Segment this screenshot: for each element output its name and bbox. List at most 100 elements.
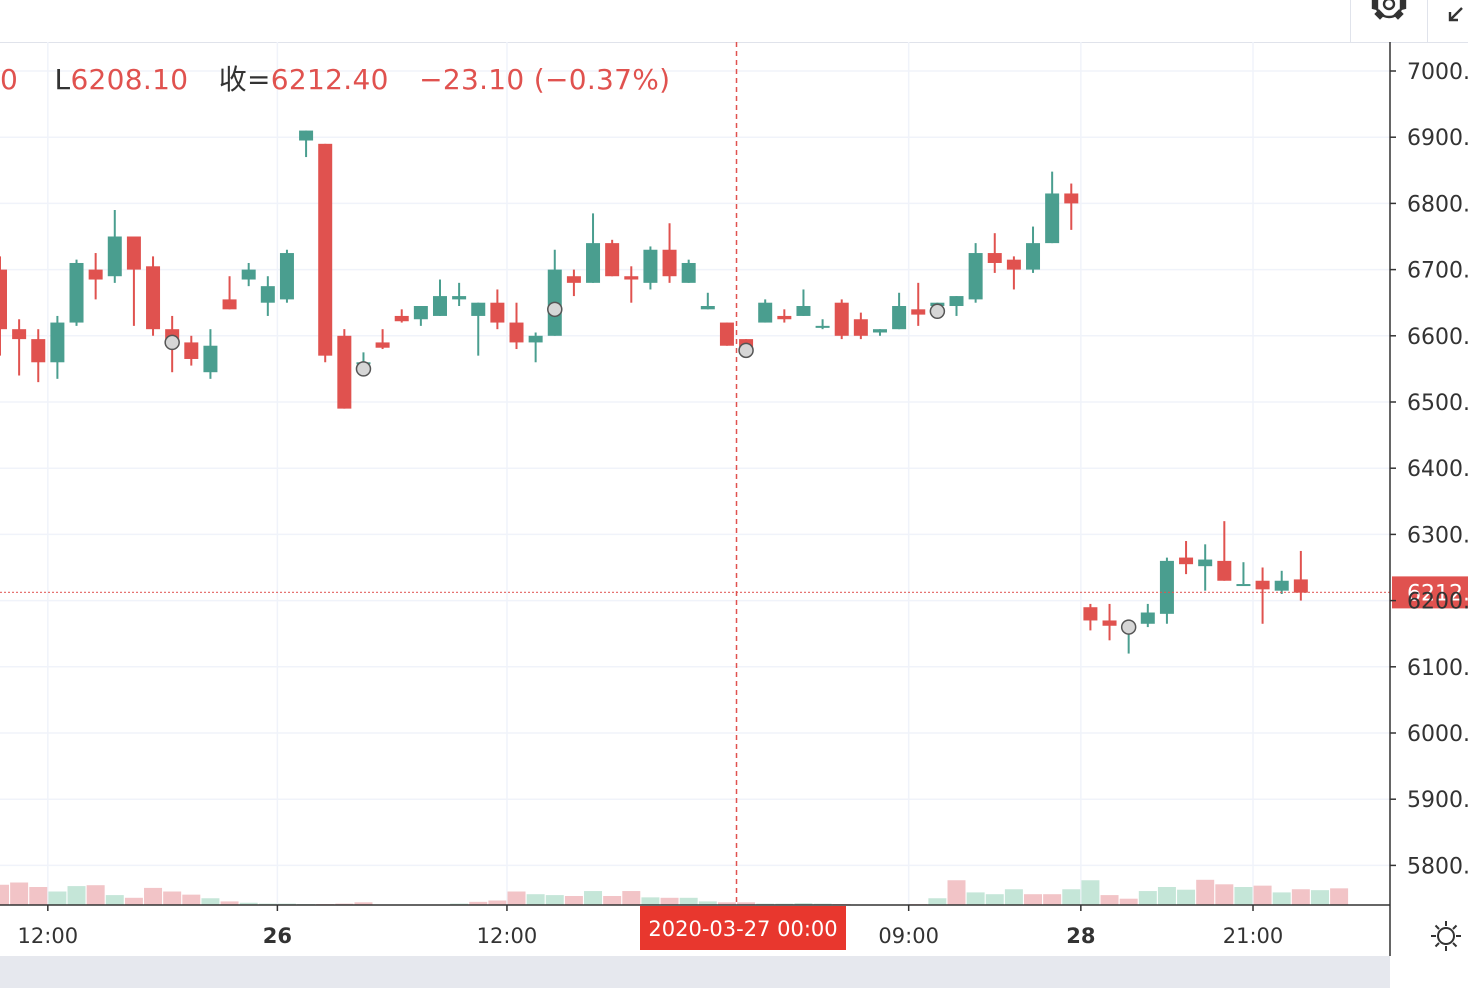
candle	[1140, 603, 1155, 628]
x-tick-label: 09:00	[878, 924, 939, 948]
last-price-label: 6212.4	[1407, 581, 1468, 606]
y-tick-label: 6700.0	[1407, 259, 1468, 284]
candle	[184, 335, 199, 366]
volume-bar	[545, 895, 564, 905]
volume-bar	[1024, 894, 1043, 905]
candle-body	[0, 269, 7, 330]
event-markers	[164, 301, 1137, 635]
volume-bar	[488, 900, 507, 905]
bottom-scrollbar[interactable]	[0, 956, 1390, 988]
event-marker	[164, 334, 180, 351]
candle	[222, 276, 237, 310]
candle-body	[643, 249, 658, 283]
candle-body	[1274, 580, 1289, 591]
candle	[12, 319, 27, 376]
legend-close-label: 收=	[218, 63, 271, 96]
volume-bars	[0, 879, 1349, 905]
volume-bar	[1215, 884, 1234, 905]
volume-bar	[928, 898, 947, 905]
crosshair-date-label: 2020-03-27 00:00	[648, 917, 837, 941]
candle-body	[1026, 243, 1041, 270]
candle	[605, 239, 620, 277]
candle	[662, 223, 677, 283]
volume-bar	[1157, 887, 1176, 905]
candle	[432, 279, 447, 316]
candle	[471, 302, 486, 356]
candle	[509, 302, 524, 350]
candles	[0, 130, 1308, 654]
candle-body	[1064, 193, 1079, 204]
candle-body	[1006, 259, 1021, 270]
ohlc-legend: 0 L6208.10 收=6212.40 −23.10 (−0.37%)	[0, 60, 670, 100]
volume-bar	[603, 896, 622, 905]
candle	[968, 243, 983, 303]
candle-body	[605, 243, 620, 277]
settings-gear-icon[interactable]	[1350, 0, 1428, 42]
event-marker	[355, 361, 372, 377]
candle-body	[1083, 607, 1098, 621]
y-tick-label: 6200.0	[1407, 590, 1468, 615]
last-price-tag	[1392, 576, 1468, 609]
candle-body	[260, 286, 275, 303]
axes: 7000.0 6900.0 6800.0 6700.0 6600.0 6500.0 6400…	[0, 42, 1468, 956]
volume-bar	[679, 897, 698, 905]
candle	[892, 292, 907, 330]
candle	[88, 253, 103, 300]
candle-body	[700, 306, 715, 310]
candle	[1159, 557, 1174, 624]
volume-bar	[1196, 879, 1215, 905]
candle-body	[872, 329, 887, 333]
candle-body	[681, 262, 696, 283]
candle	[375, 329, 390, 350]
candle	[1255, 567, 1270, 624]
volume-bar	[86, 885, 105, 905]
candle-body	[968, 253, 983, 300]
reference-lines: 6212.4 2020-03-27 00:00	[0, 42, 1468, 950]
legend-cut-value: 0	[0, 63, 19, 96]
candle	[1236, 562, 1251, 587]
volume-bar	[947, 880, 966, 905]
candle-body	[1293, 579, 1308, 593]
candle	[241, 262, 256, 287]
candle	[719, 322, 734, 346]
volume-bar	[1062, 889, 1081, 905]
candle	[1198, 544, 1213, 591]
volume-bar	[220, 901, 239, 905]
candle-body	[1217, 560, 1232, 581]
candle	[69, 259, 84, 326]
candle-body	[1179, 557, 1194, 565]
candle-body	[222, 299, 237, 310]
candle-body	[31, 339, 46, 363]
candle	[299, 130, 314, 158]
y-tick-label: 6000.0	[1407, 722, 1468, 747]
volume-bar	[1004, 889, 1023, 905]
candle	[413, 306, 428, 326]
legend-change-pct: (−0.37%)	[533, 63, 671, 96]
candle	[203, 329, 218, 379]
chart-grid	[0, 42, 1390, 905]
volume-bar	[660, 897, 679, 905]
candle-body	[624, 276, 639, 280]
candle	[1006, 256, 1021, 290]
legend-low-value: 6208.10	[70, 63, 189, 96]
candle	[260, 276, 275, 316]
candle-body	[1045, 193, 1060, 244]
collapse-arrow-icon[interactable]	[1426, 0, 1468, 42]
volume-bar	[48, 891, 67, 905]
event-marker	[547, 301, 563, 318]
candle	[337, 329, 352, 409]
event-marker	[929, 303, 946, 320]
y-tick-label: 6900.0	[1407, 126, 1468, 151]
volume-bar	[1043, 894, 1062, 905]
candle-body	[892, 306, 907, 330]
volume-bar	[966, 892, 985, 905]
top-toolbar	[0, 0, 1468, 43]
volume-bar	[124, 897, 143, 905]
volume-bar	[105, 895, 124, 905]
candle	[394, 309, 409, 323]
candle	[624, 266, 639, 303]
candle-body	[490, 302, 505, 323]
sun-gear-icon[interactable]	[1428, 918, 1464, 954]
candle	[50, 315, 65, 379]
